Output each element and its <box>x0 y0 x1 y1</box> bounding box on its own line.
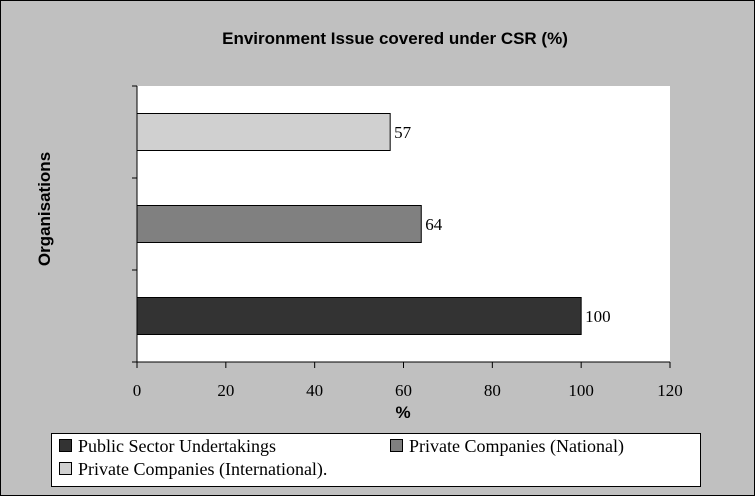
chart-title: Environment Issue covered under CSR (%) <box>222 29 568 48</box>
y-axis-title: Organisations <box>35 152 54 266</box>
bar-1 <box>136 297 582 335</box>
data-label-3: 57 <box>394 123 412 142</box>
x-tick-label: 20 <box>217 381 234 400</box>
legend-swatch-1 <box>59 439 72 452</box>
x-tick-label: 120 <box>657 381 683 400</box>
bar-2 <box>136 205 422 243</box>
x-tick-label: 100 <box>568 381 594 400</box>
legend-label-1: Public Sector Undertakings <box>78 436 276 456</box>
x-tick-label: 60 <box>395 381 412 400</box>
bar-3 <box>136 113 391 151</box>
data-label-1: 100 <box>585 307 611 326</box>
legend-swatch-3 <box>59 462 72 475</box>
legend-label-3: Private Companies (International). <box>78 459 327 480</box>
legend-box <box>51 433 701 487</box>
x-axis: 0 20 40 60 80 100 120 <box>132 85 683 400</box>
data-label-2: 64 <box>425 215 443 234</box>
bars-layer: 100 64 57 <box>136 113 611 335</box>
x-tick-label: 80 <box>484 381 501 400</box>
x-axis-title: % <box>395 403 410 422</box>
x-tick-label: 40 <box>306 381 323 400</box>
x-tick-label: 0 <box>133 381 142 400</box>
legend-label-2: Private Companies (National) <box>409 436 624 457</box>
legend-swatch-2 <box>390 439 403 452</box>
legend: Public Sector Undertakings Private Compan… <box>51 433 701 487</box>
